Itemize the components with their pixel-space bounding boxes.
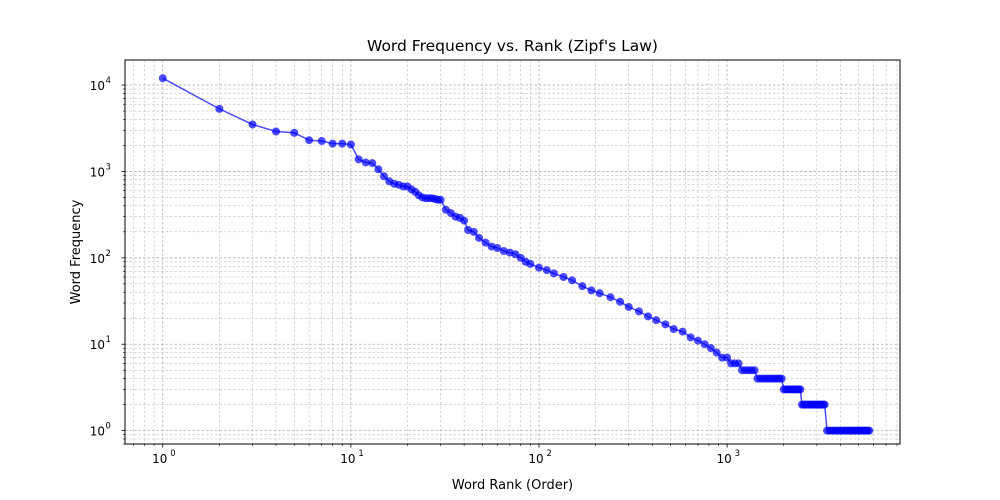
data-point <box>526 259 535 268</box>
data-point <box>686 333 695 342</box>
data-point <box>661 320 670 329</box>
y-tick-label: 10 1 <box>90 335 111 352</box>
data-point <box>305 136 314 145</box>
y-tick-exponent: 3 <box>106 162 111 172</box>
data-point <box>606 293 615 302</box>
data-point <box>460 216 469 225</box>
data-point <box>368 159 377 168</box>
x-axis-label: Word Rank (Order) <box>452 478 573 493</box>
data-point <box>215 104 224 113</box>
x-tick-label: 10 2 <box>528 449 552 466</box>
data-point <box>361 158 370 167</box>
data-point <box>475 233 484 242</box>
data-point <box>481 238 490 247</box>
data-series <box>158 74 874 435</box>
y-tick-base: 10 <box>90 338 105 352</box>
data-point <box>723 353 732 362</box>
data-point <box>700 340 709 349</box>
x-tick-label: 10 1 <box>340 449 364 466</box>
y-tick-base: 10 <box>90 165 105 179</box>
data-point <box>354 155 363 164</box>
data-point <box>712 348 721 357</box>
data-point <box>693 336 702 345</box>
data-point <box>796 385 805 394</box>
data-point <box>652 316 661 325</box>
data-point <box>568 276 577 285</box>
data-point <box>534 263 543 272</box>
x-tick-exponent: 1 <box>358 449 363 459</box>
y-tick-label: 10 2 <box>90 249 111 266</box>
y-tick-base: 10 <box>90 79 105 93</box>
data-point <box>706 344 715 353</box>
data-point <box>328 139 337 148</box>
data-point <box>493 243 502 252</box>
chart-title: Word Frequency vs. Rank (Zipf's Law) <box>367 37 658 55</box>
data-point <box>578 282 587 291</box>
data-point <box>777 374 786 383</box>
x-tick-base: 10 <box>340 452 355 466</box>
y-tick-base: 10 <box>90 425 105 439</box>
data-point <box>158 74 167 83</box>
y-tick-label: 10 0 <box>90 422 111 439</box>
y-tick-label: 10 3 <box>90 162 111 179</box>
data-point <box>820 400 829 409</box>
data-point <box>734 359 743 368</box>
y-axis-label: Word Frequency <box>69 199 84 304</box>
x-tick-base: 10 <box>716 452 731 466</box>
data-point <box>595 289 604 298</box>
data-point <box>290 128 299 137</box>
data-point <box>750 366 759 375</box>
data-point <box>272 127 281 136</box>
x-tick-label: 10 3 <box>716 449 740 466</box>
data-point <box>587 286 596 295</box>
data-point <box>542 266 551 275</box>
data-point <box>346 140 355 149</box>
x-tick-label: 10 0 <box>152 449 176 466</box>
y-tick-exponent: 2 <box>106 249 111 259</box>
data-point <box>669 325 678 334</box>
y-tick-label: 10 4 <box>90 76 111 93</box>
data-point <box>436 195 445 204</box>
data-point <box>374 165 383 174</box>
data-point <box>559 273 568 281</box>
grid <box>125 60 900 445</box>
data-point <box>865 426 874 435</box>
data-point <box>317 137 326 146</box>
x-tick-base: 10 <box>528 452 543 466</box>
data-point <box>248 120 257 129</box>
data-point <box>634 307 643 316</box>
data-point <box>678 327 687 336</box>
axis-ticks: 10 0 10 1 10 2 10 310 010 110 210 310 4 <box>90 76 898 466</box>
data-point <box>624 302 633 311</box>
x-tick-exponent: 2 <box>546 449 551 459</box>
data-point <box>499 247 508 255</box>
data-point <box>644 312 653 321</box>
data-point <box>616 297 625 306</box>
data-point <box>549 269 558 278</box>
y-tick-base: 10 <box>90 252 105 266</box>
y-tick-exponent: 1 <box>106 335 111 345</box>
x-tick-base: 10 <box>152 452 167 466</box>
data-point <box>338 139 347 148</box>
x-tick-exponent: 3 <box>735 449 740 459</box>
plot-frame <box>124 59 901 445</box>
data-point <box>469 227 478 236</box>
y-tick-exponent: 0 <box>106 422 111 432</box>
y-tick-exponent: 4 <box>106 76 111 86</box>
x-tick-exponent: 0 <box>170 449 175 459</box>
data-point <box>379 172 388 181</box>
